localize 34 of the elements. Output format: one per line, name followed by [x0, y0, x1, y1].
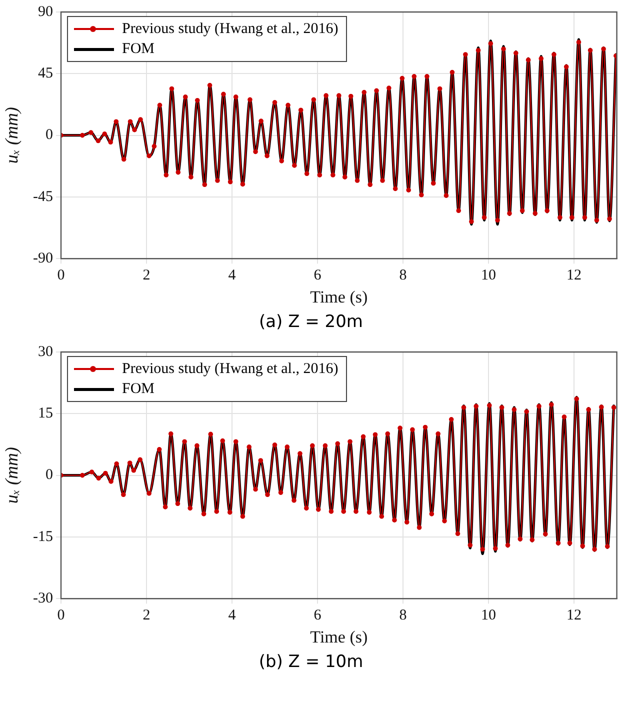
y-tick-label: -90 [33, 250, 53, 267]
legend-label: Previous study (Hwang et al., 2016) [122, 360, 338, 378]
x-tick-label: 4 [228, 608, 236, 624]
x-axis-title: Time (s) [310, 287, 368, 306]
x-tick-label: 0 [57, 268, 65, 284]
y-axis-title: uₓ (mm) [2, 446, 22, 504]
x-tick-label: 12 [566, 268, 582, 284]
x-tick-label: 10 [481, 608, 496, 624]
x-tick-label: 8 [399, 608, 407, 624]
y-tick-label: -15 [33, 528, 53, 545]
x-tick-label: 2 [142, 268, 150, 284]
x-tick-label: 2 [142, 608, 150, 624]
x-tick-label: 10 [481, 268, 496, 284]
y-tick-label: -30 [33, 590, 53, 607]
x-tick-label: 12 [566, 608, 582, 624]
y-tick-label: 0 [46, 127, 53, 144]
x-tick-label: 6 [314, 268, 322, 284]
y-tick-label: -45 [33, 188, 53, 205]
y-axis-title: uₓ (mm) [2, 106, 22, 164]
legend-label: FOM [122, 380, 155, 398]
legend-label: Previous study (Hwang et al., 2016) [122, 20, 338, 38]
y-tick-label: 30 [38, 344, 53, 360]
legend-label: FOM [122, 40, 155, 58]
y-tick-label: 45 [38, 66, 53, 82]
x-tick-label: 0 [57, 608, 65, 624]
text: (a) Z = 20m [258, 311, 364, 334]
y-tick-label: 0 [46, 467, 53, 484]
x-tick-label: 4 [228, 268, 236, 284]
text: (b) Z = 10m [258, 651, 364, 674]
y-tick-label: 90 [38, 4, 53, 20]
x-tick-label: 8 [399, 268, 407, 284]
x-tick-label: 6 [314, 608, 322, 624]
x-axis-title: Time (s) [310, 627, 368, 646]
y-tick-label: 15 [38, 406, 53, 422]
